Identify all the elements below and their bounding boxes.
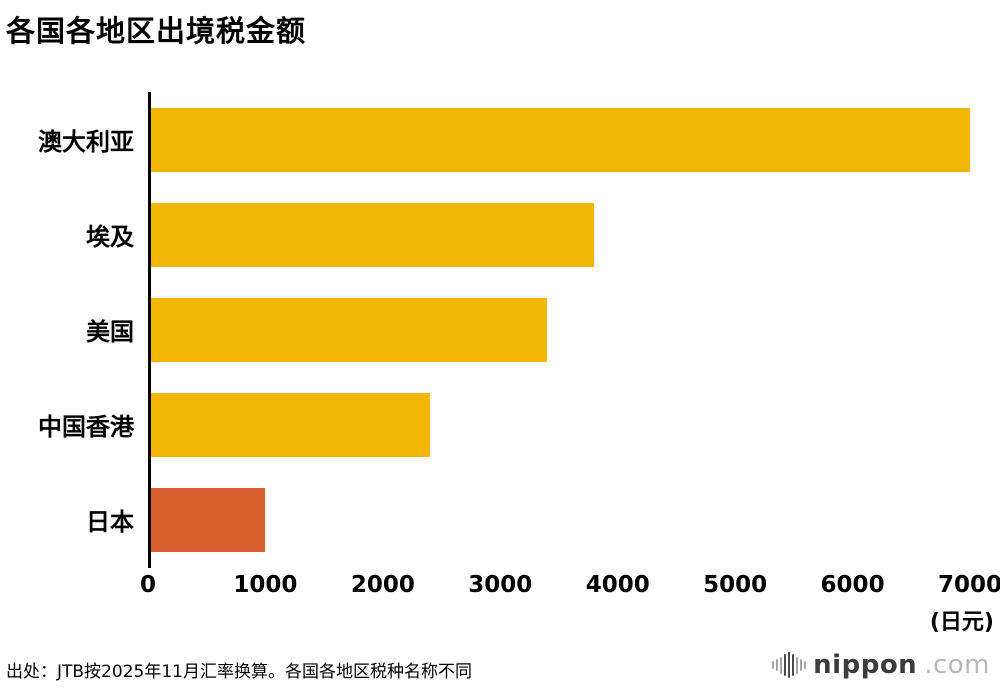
x-axis-ticks: 0 1000 2000 3000 4000 5000 6000 7000 — [140, 572, 1000, 602]
bar — [148, 392, 430, 457]
x-tick-label: 7000 — [937, 572, 1000, 598]
x-tick-label: 2000 — [350, 572, 415, 598]
x-tick-label: 4000 — [585, 572, 650, 598]
x-axis-unit-label: (日元) — [929, 610, 994, 635]
category-label: 澳大利亚 — [38, 128, 134, 156]
bar-track — [148, 107, 970, 172]
x-tick-label: 5000 — [703, 572, 768, 598]
bar-row: 中国香港 — [0, 377, 970, 472]
bar-row: 美国 — [0, 282, 970, 377]
bar-chart: 澳大利亚埃及美国中国香港日本 — [0, 92, 970, 567]
logo-suffix: .com — [924, 650, 990, 680]
category-label: 埃及 — [86, 223, 134, 251]
x-tick-label: 3000 — [468, 572, 533, 598]
category-label: 美国 — [86, 318, 134, 346]
bar-track — [148, 487, 970, 552]
source-note: 出处：JTB按2025年11月汇率换算。各国各地区税种名称不同 — [6, 662, 472, 682]
y-axis-line — [148, 92, 151, 568]
x-tick-label: 6000 — [820, 572, 885, 598]
bar-row: 埃及 — [0, 187, 970, 282]
bar — [148, 107, 970, 172]
category-label: 中国香港 — [38, 413, 134, 441]
bar — [148, 202, 595, 267]
x-tick-label: 0 — [139, 572, 157, 598]
bar — [148, 487, 266, 552]
bar — [148, 297, 548, 362]
bar-rows: 澳大利亚埃及美国中国香港日本 — [0, 92, 970, 567]
waveform-icon — [772, 652, 807, 678]
bar-track — [148, 392, 970, 457]
category-label: 日本 — [86, 508, 134, 536]
bar-row: 日本 — [0, 472, 970, 567]
nippon-logo: nippon .com — [772, 650, 990, 680]
x-tick-label: 1000 — [233, 572, 298, 598]
chart-title: 各国各地区出境税金额 — [6, 14, 307, 48]
bar-track — [148, 297, 970, 362]
bar-row: 澳大利亚 — [0, 92, 970, 187]
logo-text: nippon — [813, 650, 918, 680]
bar-track — [148, 202, 970, 267]
